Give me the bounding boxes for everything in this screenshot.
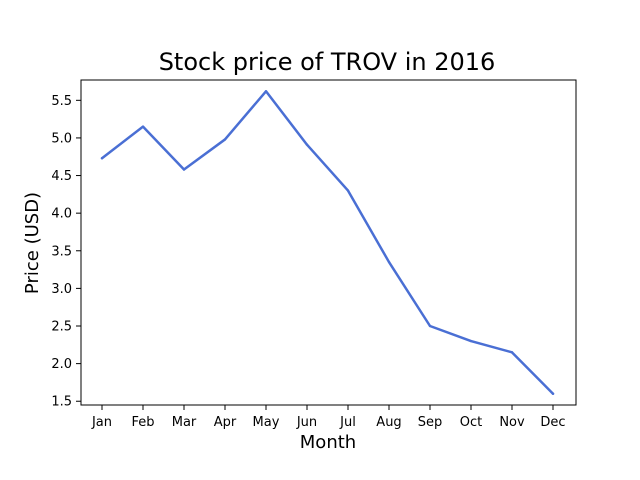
data-points bbox=[100, 90, 555, 395]
data-point-jan bbox=[100, 157, 104, 160]
data-point-nov bbox=[510, 351, 514, 354]
x-tick-label: Apr bbox=[214, 415, 237, 430]
y-axis-label: Price (USD) bbox=[22, 192, 43, 294]
x-tick-label: Jul bbox=[339, 415, 356, 430]
plot-area bbox=[80, 79, 577, 406]
x-tick-label: Dec bbox=[540, 415, 565, 430]
x-tick-label: Aug bbox=[376, 415, 401, 430]
data-point-jul bbox=[346, 189, 350, 192]
x-tick-label: May bbox=[253, 415, 280, 430]
x-axis: Jan Feb Mar Apr May Jun Jul Aug Sep Oct Nov Dec bbox=[91, 405, 566, 430]
chart-title: Stock price of TROV in 2016 bbox=[159, 48, 496, 76]
x-tick-label: Sep bbox=[418, 415, 443, 430]
data-point-apr bbox=[223, 138, 227, 141]
x-tick-label: Oct bbox=[460, 415, 482, 430]
data-point-sep bbox=[428, 324, 432, 328]
x-tick-label: Nov bbox=[499, 415, 525, 430]
y-tick-label: 4.0 bbox=[51, 207, 72, 222]
x-axis-label: Month bbox=[300, 432, 356, 453]
y-tick-label: 1.5 bbox=[51, 395, 72, 410]
data-point-jun bbox=[305, 143, 309, 146]
data-point-aug bbox=[387, 260, 391, 264]
data-point-may bbox=[264, 90, 268, 93]
y-tick-label: 5.5 bbox=[51, 94, 72, 109]
data-point-dec bbox=[551, 392, 555, 395]
y-tick-label: 4.5 bbox=[51, 169, 72, 184]
series-line bbox=[100, 90, 555, 395]
x-tick-label: Mar bbox=[172, 415, 197, 430]
x-tick-label: Feb bbox=[131, 415, 154, 430]
y-tick-label: 2.5 bbox=[51, 320, 72, 335]
y-axis: 1.5 2.0 2.5 3.0 3.5 4.0 4.5 5.0 5.5 bbox=[51, 94, 81, 410]
data-point-oct bbox=[469, 339, 473, 343]
data-point-mar bbox=[182, 168, 186, 171]
y-tick-label: 3.5 bbox=[51, 244, 72, 259]
x-tick-label: Jun bbox=[296, 415, 317, 430]
data-point-feb bbox=[141, 125, 145, 128]
y-tick-label: 2.0 bbox=[51, 357, 72, 372]
x-tick-label: Jan bbox=[91, 415, 112, 430]
y-tick-label: 3.0 bbox=[51, 282, 72, 297]
y-tick-label: 5.0 bbox=[51, 131, 72, 146]
